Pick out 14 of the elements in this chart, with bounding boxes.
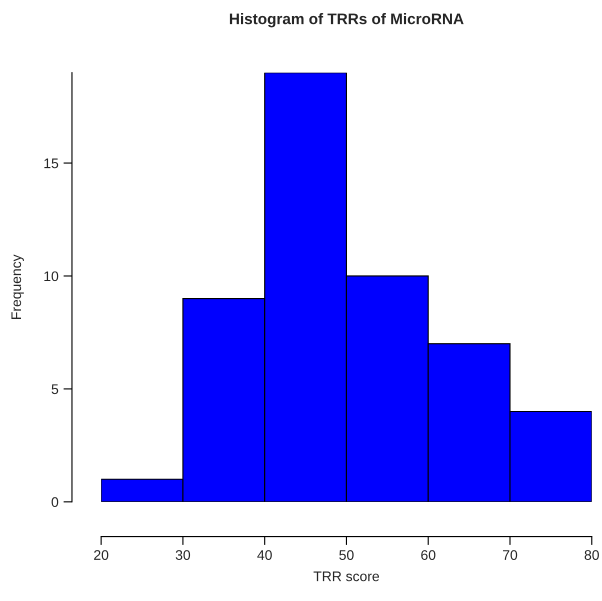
x-tick-label: 70: [502, 550, 518, 560]
x-tick-label: 20: [94, 550, 108, 560]
x-tick-label: 60: [421, 550, 436, 560]
x-tick-label: 30: [176, 550, 190, 560]
y-tick-label: 10: [44, 271, 58, 282]
x-axis-title: TRR score: [314, 572, 380, 582]
y-tick-label: 5: [52, 384, 58, 394]
x-tick-label: 80: [584, 550, 599, 560]
x-tick-label: 40: [257, 550, 272, 560]
y-tick-label: 0: [52, 497, 58, 508]
chart-title: Histogram of TRRs of MicroRNA: [230, 13, 464, 28]
x-tick-label: 50: [339, 550, 354, 560]
y-tick-label: 15: [44, 158, 58, 168]
y-axis-title: Frequency: [11, 254, 24, 319]
